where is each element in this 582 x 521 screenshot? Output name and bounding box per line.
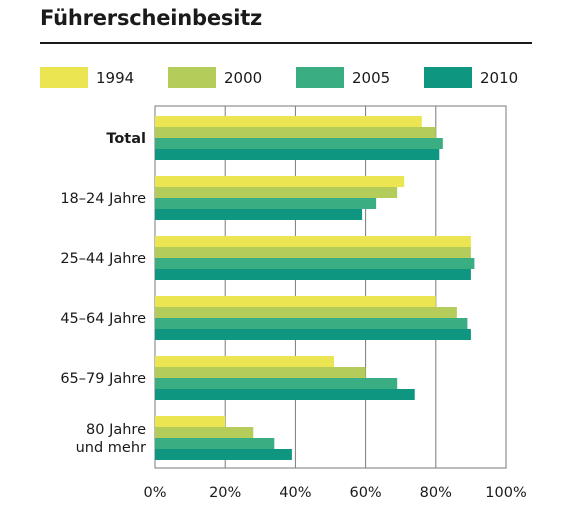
bar-2000-18-24-jahre (155, 187, 398, 198)
legend-label-2005: 2005 (352, 69, 390, 87)
bar-1994-80-jahre-und-mehr (155, 416, 226, 427)
bar-1994-45-64-jahre (155, 296, 436, 307)
bar-2005-65-79-jahre (155, 378, 398, 389)
bar-1994-total (155, 116, 422, 127)
bar-2010-45-64-jahre (155, 329, 471, 340)
bar-2010-total (155, 149, 440, 160)
category-label: 18–24 Jahre (60, 191, 146, 207)
x-tick-label-0: 0% (143, 485, 166, 501)
legend-swatch-2005 (296, 67, 344, 88)
x-tick-label-60: 60% (349, 485, 381, 501)
bar-2010-65-79-jahre (155, 389, 415, 400)
legend-swatch-2000 (168, 67, 216, 88)
bar-2005-25-44-jahre (155, 258, 475, 269)
bar-2000-total (155, 127, 436, 138)
legend-label-2010: 2010 (480, 69, 518, 87)
bar-2005-45-64-jahre (155, 318, 468, 329)
category-label: 65–79 Jahre (60, 371, 146, 387)
bar-1994-25-44-jahre (155, 236, 471, 247)
bar-1994-65-79-jahre (155, 356, 335, 367)
bar-2010-80-jahre-und-mehr (155, 449, 292, 460)
x-tick-label-100: 100% (485, 485, 526, 501)
bar-2005-18-24-jahre (155, 198, 377, 209)
bar-2005-total (155, 138, 443, 149)
bar-1994-18-24-jahre (155, 176, 405, 187)
category-label: 80 Jahre (86, 422, 146, 438)
x-tick-label-20: 20% (209, 485, 241, 501)
bar-2000-80-jahre-und-mehr (155, 427, 254, 438)
x-tick-label-40: 40% (279, 485, 311, 501)
bar-2000-25-44-jahre (155, 247, 471, 258)
category-label: und mehr (76, 440, 146, 456)
legend-swatch-1994 (40, 67, 88, 88)
bar-2005-80-jahre-und-mehr (155, 438, 275, 449)
x-tick-label-80: 80% (420, 485, 452, 501)
legend-label-2000: 2000 (224, 69, 262, 87)
legend-swatch-2010 (424, 67, 472, 88)
chart-title: Führerscheinbesitz (40, 6, 263, 30)
plot-frame (154, 105, 507, 469)
category-label: Total (106, 131, 146, 147)
bar-2010-25-44-jahre (155, 269, 471, 280)
bar-2000-45-64-jahre (155, 307, 457, 318)
category-label: 45–64 Jahre (60, 311, 146, 327)
bar-2010-18-24-jahre (155, 209, 363, 220)
category-label: 25–44 Jahre (60, 251, 146, 267)
bar-2000-65-79-jahre (155, 367, 366, 378)
title-rule (40, 42, 532, 44)
legend-label-1994: 1994 (96, 69, 134, 87)
